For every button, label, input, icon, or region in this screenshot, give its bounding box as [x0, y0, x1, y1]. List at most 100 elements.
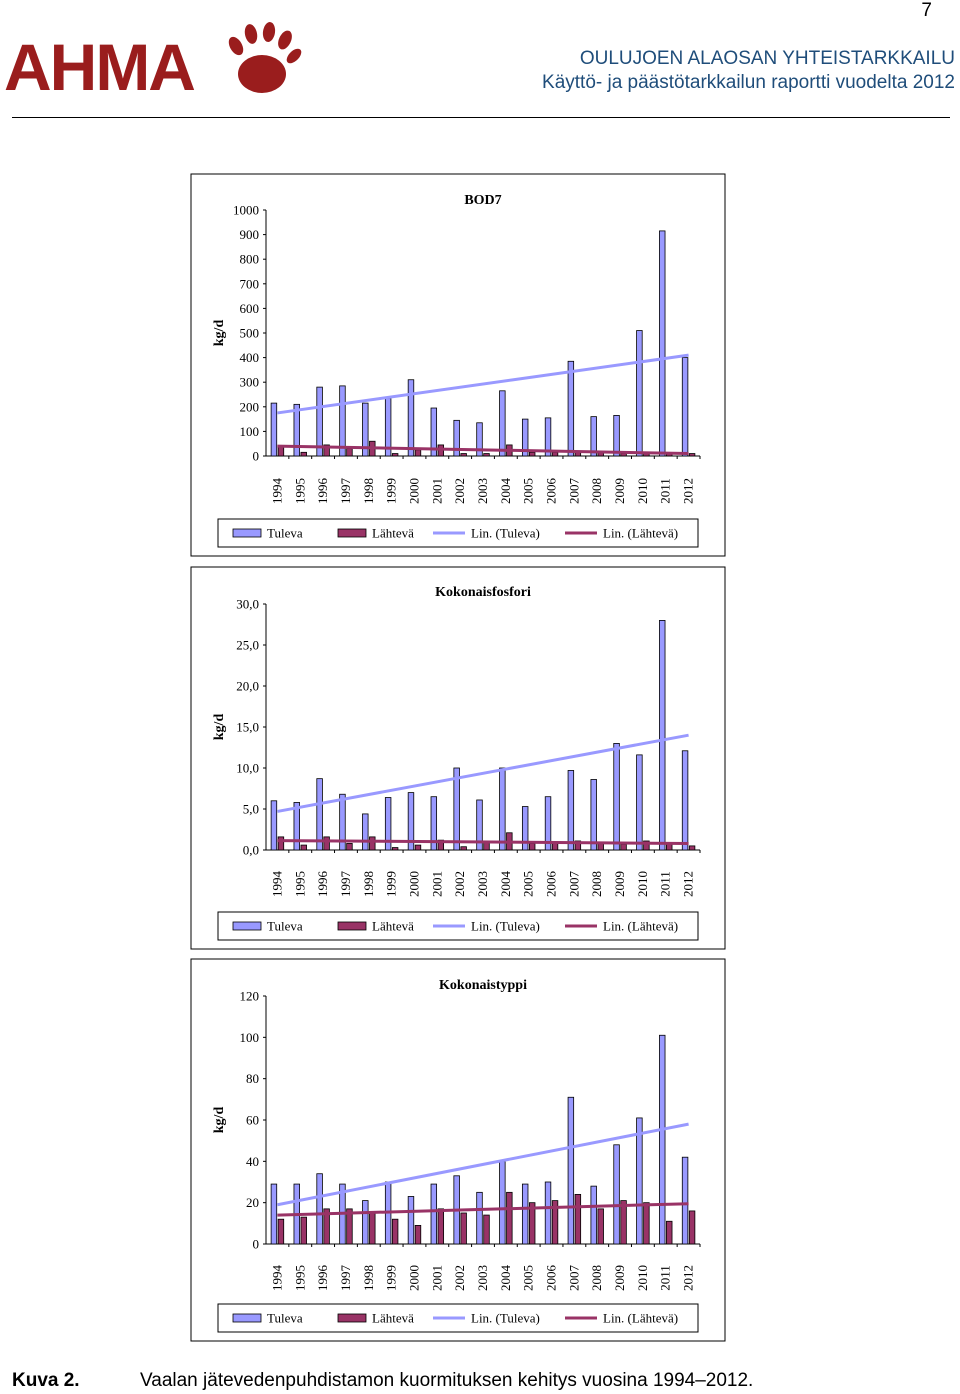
bar-tuleva: [613, 1144, 620, 1245]
bar-tuleva: [270, 800, 278, 851]
x-tick-label: 1998: [361, 478, 376, 504]
bar-lahteva: [437, 839, 445, 851]
bar-lahteva: [620, 453, 627, 457]
x-tick-label: 2011: [658, 1265, 673, 1291]
bar-tuleva: [590, 416, 597, 457]
x-tick-label: 1999: [384, 1265, 399, 1291]
y-tick-label: 500: [240, 326, 260, 341]
y-tick-label: 1000: [233, 203, 259, 218]
y-tick-label: 120: [240, 989, 260, 1004]
y-tick-label: 40: [246, 1154, 259, 1169]
bar-tuleva: [521, 1183, 529, 1245]
bar-tuleva: [499, 1160, 506, 1245]
x-tick-label: 1995: [292, 478, 307, 504]
bar-tuleva: [476, 799, 483, 851]
bar-lahteva: [300, 451, 307, 457]
bar-lahteva: [323, 1208, 330, 1245]
x-tick-label: 2010: [635, 478, 650, 504]
x-tick-label: 1995: [292, 1265, 307, 1291]
bar-tuleva: [567, 1096, 575, 1245]
bar-tuleva: [567, 360, 575, 457]
x-tick-label: 2006: [544, 478, 559, 505]
legend-swatch: [337, 1313, 367, 1323]
x-tick-label: 2001: [429, 1265, 444, 1291]
chart-kokonaisfosfori: Kokonaisfosfori kg/d 30,0 25,0 20,0 15,0 10,0 5…: [190, 566, 726, 950]
bar-tuleva: [544, 1181, 552, 1245]
bar-tuleva: [293, 802, 300, 851]
x-tick-label: 2005: [521, 871, 536, 897]
bar-lahteva: [277, 836, 285, 851]
chart-frame: [190, 958, 726, 1342]
bar-tuleva: [590, 779, 597, 851]
legend-swatch: [232, 528, 262, 538]
y-tick-label: 15,0: [236, 720, 259, 735]
x-tick-label: 2008: [589, 478, 604, 504]
x-tick-label: 2003: [475, 478, 490, 504]
bar-tuleva: [362, 402, 369, 457]
bar-lahteva: [391, 847, 399, 851]
bar-lahteva: [346, 843, 353, 851]
y-tick-label: 100: [240, 1030, 260, 1045]
bar-tuleva: [544, 796, 552, 851]
bar-tuleva: [636, 1117, 643, 1245]
bar-lahteva: [460, 846, 467, 851]
bar-tuleva: [499, 390, 506, 457]
bar-lahteva: [483, 1214, 490, 1245]
x-tick-label: 2009: [612, 1265, 627, 1291]
x-tick-label: 2012: [681, 478, 696, 504]
legend-label: Lähtevä: [372, 919, 414, 934]
bar-tuleva: [521, 806, 529, 851]
x-tick-label: 2000: [406, 478, 421, 504]
x-tick-label: 2006: [544, 1265, 559, 1292]
bar-lahteva: [528, 843, 536, 851]
figure-caption-text: Vaalan jätevedenpuhdistamon kuormituksen…: [140, 1370, 754, 1391]
x-tick-label: 2002: [452, 1265, 467, 1291]
y-tick-label: 20: [246, 1195, 259, 1210]
x-tick-label: 1994: [269, 871, 284, 898]
y-tick-label: 60: [246, 1113, 259, 1128]
bar-tuleva: [681, 750, 689, 851]
x-tick-label: 2003: [475, 1265, 490, 1291]
y-tick-label: 25,0: [236, 638, 259, 653]
x-tick-label: 2005: [521, 478, 536, 504]
y-tick-label: 80: [246, 1071, 259, 1086]
chart-kokonaistyppi: Kokonaistyppi kg/d 120 100 80 60 40 20 0 1994 1995…: [190, 958, 726, 1342]
x-tick-label: 2004: [498, 478, 513, 505]
bar-tuleva: [613, 415, 620, 457]
y-tick-label: 700: [240, 276, 260, 291]
bar-tuleva: [476, 1191, 483, 1245]
bar-tuleva: [681, 357, 689, 457]
bar-lahteva: [323, 836, 330, 851]
bar-lahteva: [414, 1224, 422, 1245]
x-tick-label: 2009: [612, 871, 627, 897]
legend-label: Tuleva: [267, 1311, 303, 1326]
x-tick-label: 2000: [406, 871, 421, 897]
trendline-tuleva: [277, 733, 689, 813]
x-tick-label: 2010: [635, 1265, 650, 1291]
bar-lahteva: [346, 448, 353, 457]
x-tick-label: 2012: [681, 871, 696, 897]
bar-lahteva: [300, 1216, 307, 1245]
x-tick-label: 2012: [681, 1265, 696, 1291]
y-tick-label: 200: [240, 399, 260, 414]
bar-tuleva: [293, 403, 300, 457]
legend-label: Lähtevä: [372, 526, 414, 541]
bar-lahteva: [574, 1193, 582, 1245]
legend-label: Tuleva: [267, 919, 303, 934]
y-tick-label: 300: [240, 375, 260, 390]
bar-tuleva: [362, 813, 369, 851]
legend-swatch: [337, 921, 367, 931]
y-tick-label: 0: [253, 449, 260, 464]
x-tick-label: 2009: [612, 478, 627, 504]
bar-lahteva: [460, 1212, 467, 1245]
bar-lahteva: [528, 451, 536, 457]
bar-lahteva: [688, 845, 696, 851]
legend-label: Lin. (Lähtevä): [603, 1311, 678, 1326]
bar-tuleva: [407, 792, 415, 851]
bar-tuleva: [339, 385, 346, 457]
chart-title: BOD7: [464, 193, 501, 208]
legend-swatch: [337, 528, 367, 538]
header-divider: [12, 117, 950, 118]
bar-lahteva: [460, 453, 467, 457]
bar-tuleva: [270, 1183, 278, 1245]
